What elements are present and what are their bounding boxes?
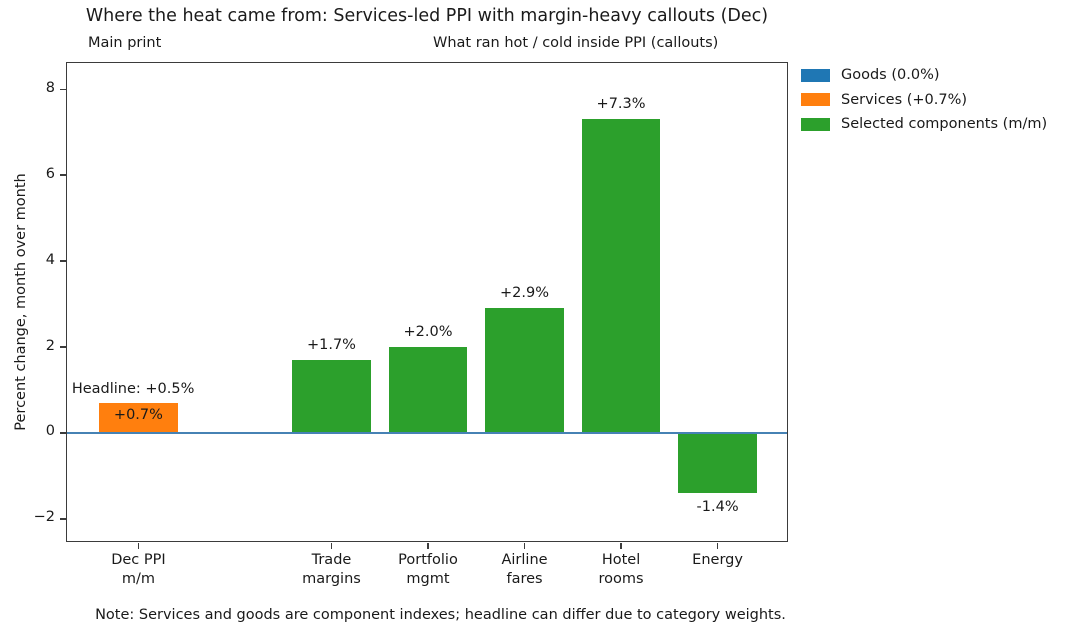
panel-label-main-print: Main print [88,35,162,51]
legend-item: Selected components (m/m) [801,112,1047,137]
chart-title: Where the heat came from: Services-led P… [85,6,769,26]
bar-airline [485,308,564,433]
bar-value-label: +7.3% [596,96,646,113]
y-tick-label: 6 [45,165,55,182]
x-tick-label: Portfolio mgmt [398,552,458,587]
y-tick-label: −2 [33,509,55,526]
legend-item: Goods (0.0%) [801,63,1047,88]
x-tick-mark [427,543,429,549]
x-tick-mark [523,543,526,549]
x-tick-mark [330,543,333,549]
y-tick-mark [59,174,66,176]
legend-label: Services (+0.7%) [841,91,968,108]
x-tick-mark [620,543,622,549]
x-tick-label: Airline fares [501,552,548,587]
y-tick-label: 8 [45,79,55,96]
headline-annotation: Headline: +0.5% [71,380,195,397]
bar-hotel [581,119,661,433]
panel-label-callouts: What ran hot / cold inside PPI (callouts… [433,35,719,51]
x-tick-label: Hotel rooms [598,552,644,587]
zero-reference-line [67,431,787,435]
y-tick-mark [59,346,66,348]
x-tick-mark [137,543,140,549]
legend-swatch-icon [801,68,830,82]
footnote: Note: Services and goods are component i… [95,607,786,623]
bar-value-label: +2.9% [500,285,550,302]
x-tick-label: Energy [692,552,743,568]
x-tick-label: Trade margins [302,552,361,587]
y-tick-label: 0 [45,423,55,440]
bar-value-label: -1.4% [696,499,739,516]
bar-value-label: +2.0% [403,324,453,341]
legend-swatch-icon [801,117,830,131]
bar-dec-ppi [99,402,178,433]
y-tick-label: 4 [45,251,55,268]
legend-label: Goods (0.0%) [841,67,940,84]
bar-energy [678,432,757,494]
legend-swatch-icon [801,93,830,107]
y-tick-mark [59,260,66,262]
x-tick-mark [716,543,719,549]
legend: Goods (0.0%) Services (+0.7%) Selected com… [801,63,1047,137]
y-tick-mark [59,88,66,90]
bar-portfolio [388,347,468,433]
y-tick-label: 2 [45,337,55,354]
x-tick-label: Dec PPI m/m [111,552,166,587]
plot-area: +0.7% Dec PPI m/m +1.7% Trade margins +2.0% P… [34,62,788,587]
y-tick-mark [59,432,66,434]
y-axis-label: Percent change, month over month [13,173,29,431]
bar-trade [292,359,371,433]
legend-item: Services (+0.7%) [801,88,1047,113]
y-tick-mark [59,518,66,520]
bar-value-label: +0.7% [113,406,163,423]
bar-value-label: +1.7% [306,336,356,353]
legend-label: Selected components (m/m) [841,116,1048,133]
